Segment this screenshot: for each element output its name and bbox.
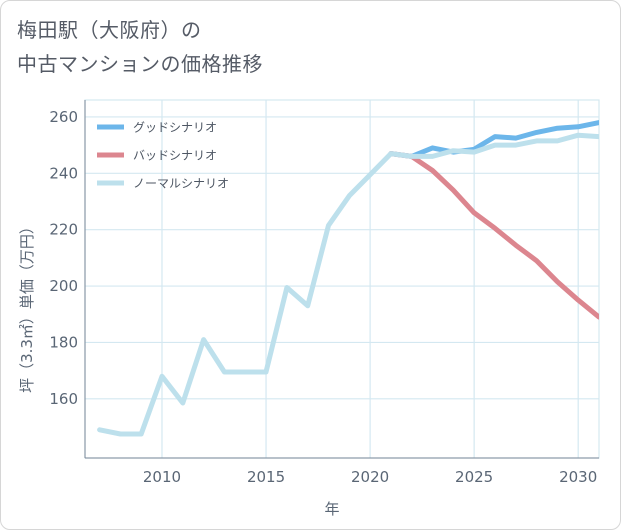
title-line-1: 梅田駅（大阪府）の: [17, 18, 202, 42]
series-line-3: [97, 132, 599, 437]
chart-title: 梅田駅（大阪府）の 中古マンションの価格推移: [17, 13, 263, 81]
series-line-1: [388, 120, 599, 159]
x-tick-label: 2010: [143, 468, 181, 486]
x-tick-label: 2020: [351, 468, 389, 486]
x-tick-label: 2015: [247, 468, 285, 486]
y-tick-label: 200: [49, 277, 78, 295]
title-line-2: 中古マンションの価格推移: [17, 52, 263, 76]
legend-item-3[interactable]: ノーマルシナリオ: [97, 177, 229, 191]
x-tick-label: 2030: [559, 468, 597, 486]
y-axis-label: 坪（3.3㎡）単価（万円）: [18, 219, 36, 393]
grid-lines: [85, 100, 599, 458]
x-axis-ticks: 2010 2015 2020 2025 2030: [143, 468, 597, 486]
legend-item-2[interactable]: バッドシナリオ: [97, 149, 217, 163]
y-tick-label: 160: [49, 390, 78, 408]
series-lines: [97, 120, 599, 437]
y-tick-label: 240: [49, 164, 78, 182]
legend-item-1[interactable]: グッドシナリオ: [97, 121, 217, 135]
series-line-2: [388, 151, 599, 320]
plot-frame: [84, 99, 600, 459]
legend-label: バッドシナリオ: [133, 149, 217, 163]
x-tick-label: 2025: [455, 468, 493, 486]
y-tick-label: 260: [49, 108, 78, 126]
y-tick-label: 220: [49, 221, 78, 239]
y-axis-ticks: 160 180 200 220 240 260: [49, 108, 78, 408]
legend-label: グッドシナリオ: [133, 121, 217, 135]
x-axis-label: 年: [324, 500, 339, 518]
y-tick-label: 180: [49, 333, 78, 351]
legend-label: ノーマルシナリオ: [133, 177, 229, 191]
